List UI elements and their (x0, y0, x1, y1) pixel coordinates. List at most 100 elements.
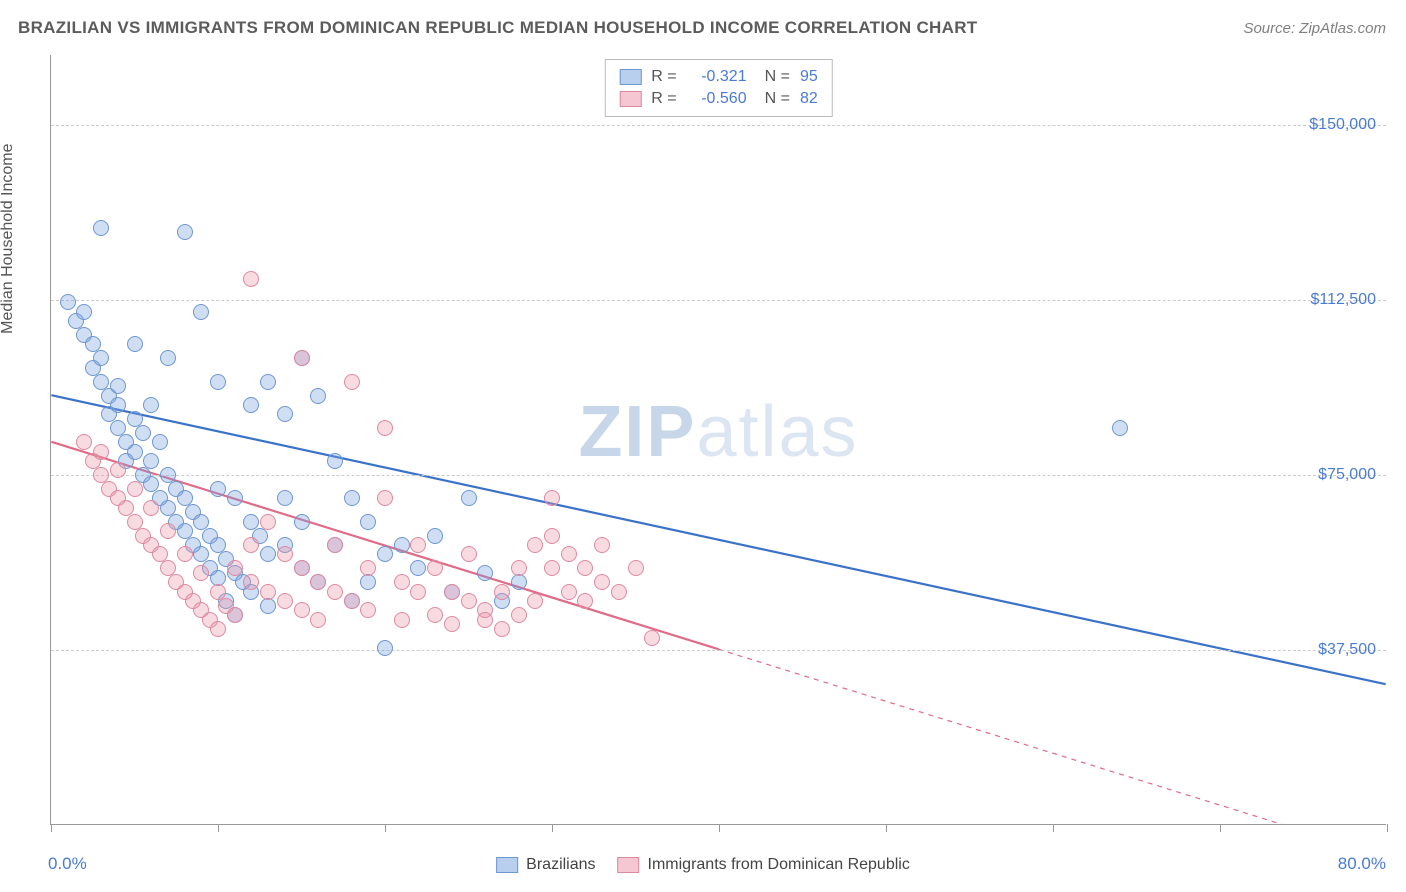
data-point (394, 574, 410, 590)
data-point (611, 584, 627, 600)
data-point (461, 546, 477, 562)
x-tick (1053, 824, 1054, 832)
x-tick (218, 824, 219, 832)
data-point (277, 593, 293, 609)
data-point (227, 607, 243, 623)
trend-line-dashed (719, 649, 1386, 824)
data-point (360, 574, 376, 590)
legend-swatch (619, 69, 641, 85)
data-point (410, 537, 426, 553)
y-tick-label: $37,500 (1318, 641, 1376, 659)
data-point (427, 607, 443, 623)
data-point (360, 602, 376, 618)
data-point (477, 565, 493, 581)
grid-line (51, 125, 1386, 126)
legend-n-value: 82 (800, 90, 818, 108)
data-point (427, 560, 443, 576)
data-point (93, 220, 109, 236)
data-point (177, 546, 193, 562)
watermark-atlas: atlas (696, 391, 858, 471)
data-point (377, 640, 393, 656)
data-point (160, 523, 176, 539)
data-point (243, 537, 259, 553)
data-point (561, 546, 577, 562)
data-point (344, 490, 360, 506)
data-point (511, 607, 527, 623)
data-point (344, 374, 360, 390)
data-point (377, 546, 393, 562)
data-point (461, 593, 477, 609)
data-point (577, 560, 593, 576)
y-tick-label: $150,000 (1309, 116, 1376, 134)
data-point (494, 584, 510, 600)
data-point (527, 537, 543, 553)
data-point (628, 560, 644, 576)
data-point (227, 490, 243, 506)
data-point (511, 560, 527, 576)
source-label: Source: ZipAtlas.com (1243, 20, 1386, 37)
x-tick (1387, 824, 1388, 832)
data-point (377, 490, 393, 506)
data-point (577, 593, 593, 609)
legend-r-label: R = (651, 68, 676, 86)
data-point (360, 560, 376, 576)
data-point (76, 304, 92, 320)
data-point (461, 490, 477, 506)
data-point (561, 584, 577, 600)
data-point (277, 490, 293, 506)
data-point (260, 598, 276, 614)
data-point (243, 574, 259, 590)
legend-n-value: 95 (800, 68, 818, 86)
data-point (327, 537, 343, 553)
legend-r-value: -0.321 (687, 68, 747, 86)
x-min-label: 0.0% (48, 854, 87, 874)
chart-title: BRAZILIAN VS IMMIGRANTS FROM DOMINICAN R… (18, 18, 977, 38)
data-point (477, 612, 493, 628)
data-point (294, 514, 310, 530)
watermark: ZIPatlas (578, 390, 858, 472)
data-point (644, 630, 660, 646)
data-point (410, 560, 426, 576)
data-point (127, 444, 143, 460)
watermark-zip: ZIP (578, 391, 696, 471)
data-point (310, 574, 326, 590)
bottom-legend-item: Immigrants from Dominican Republic (618, 856, 910, 874)
data-point (544, 560, 560, 576)
data-point (360, 514, 376, 530)
legend-r-value: -0.560 (687, 90, 747, 108)
data-point (143, 397, 159, 413)
data-point (294, 560, 310, 576)
data-point (377, 420, 393, 436)
data-point (210, 621, 226, 637)
data-point (93, 444, 109, 460)
data-point (76, 434, 92, 450)
data-point (594, 574, 610, 590)
data-point (127, 481, 143, 497)
data-point (127, 336, 143, 352)
legend-swatch (619, 91, 641, 107)
data-point (243, 271, 259, 287)
data-point (160, 350, 176, 366)
data-point (427, 528, 443, 544)
data-point (1112, 420, 1128, 436)
data-point (344, 593, 360, 609)
data-point (444, 616, 460, 632)
data-point (143, 453, 159, 469)
x-tick (51, 824, 52, 832)
x-tick (552, 824, 553, 832)
data-point (210, 374, 226, 390)
data-point (511, 574, 527, 590)
y-axis-title: Median Household Income (0, 143, 17, 333)
data-point (544, 490, 560, 506)
legend-series-name: Brazilians (526, 856, 595, 874)
data-point (210, 481, 226, 497)
data-point (527, 593, 543, 609)
data-point (327, 453, 343, 469)
plot-area: ZIPatlas R =-0.321N =95R =-0.560N =82 $3… (50, 55, 1386, 825)
r-n-legend: R =-0.321N =95R =-0.560N =82 (604, 59, 832, 117)
x-tick (385, 824, 386, 832)
data-point (135, 425, 151, 441)
data-point (444, 584, 460, 600)
legend-n-label: N = (765, 68, 790, 86)
data-point (260, 374, 276, 390)
